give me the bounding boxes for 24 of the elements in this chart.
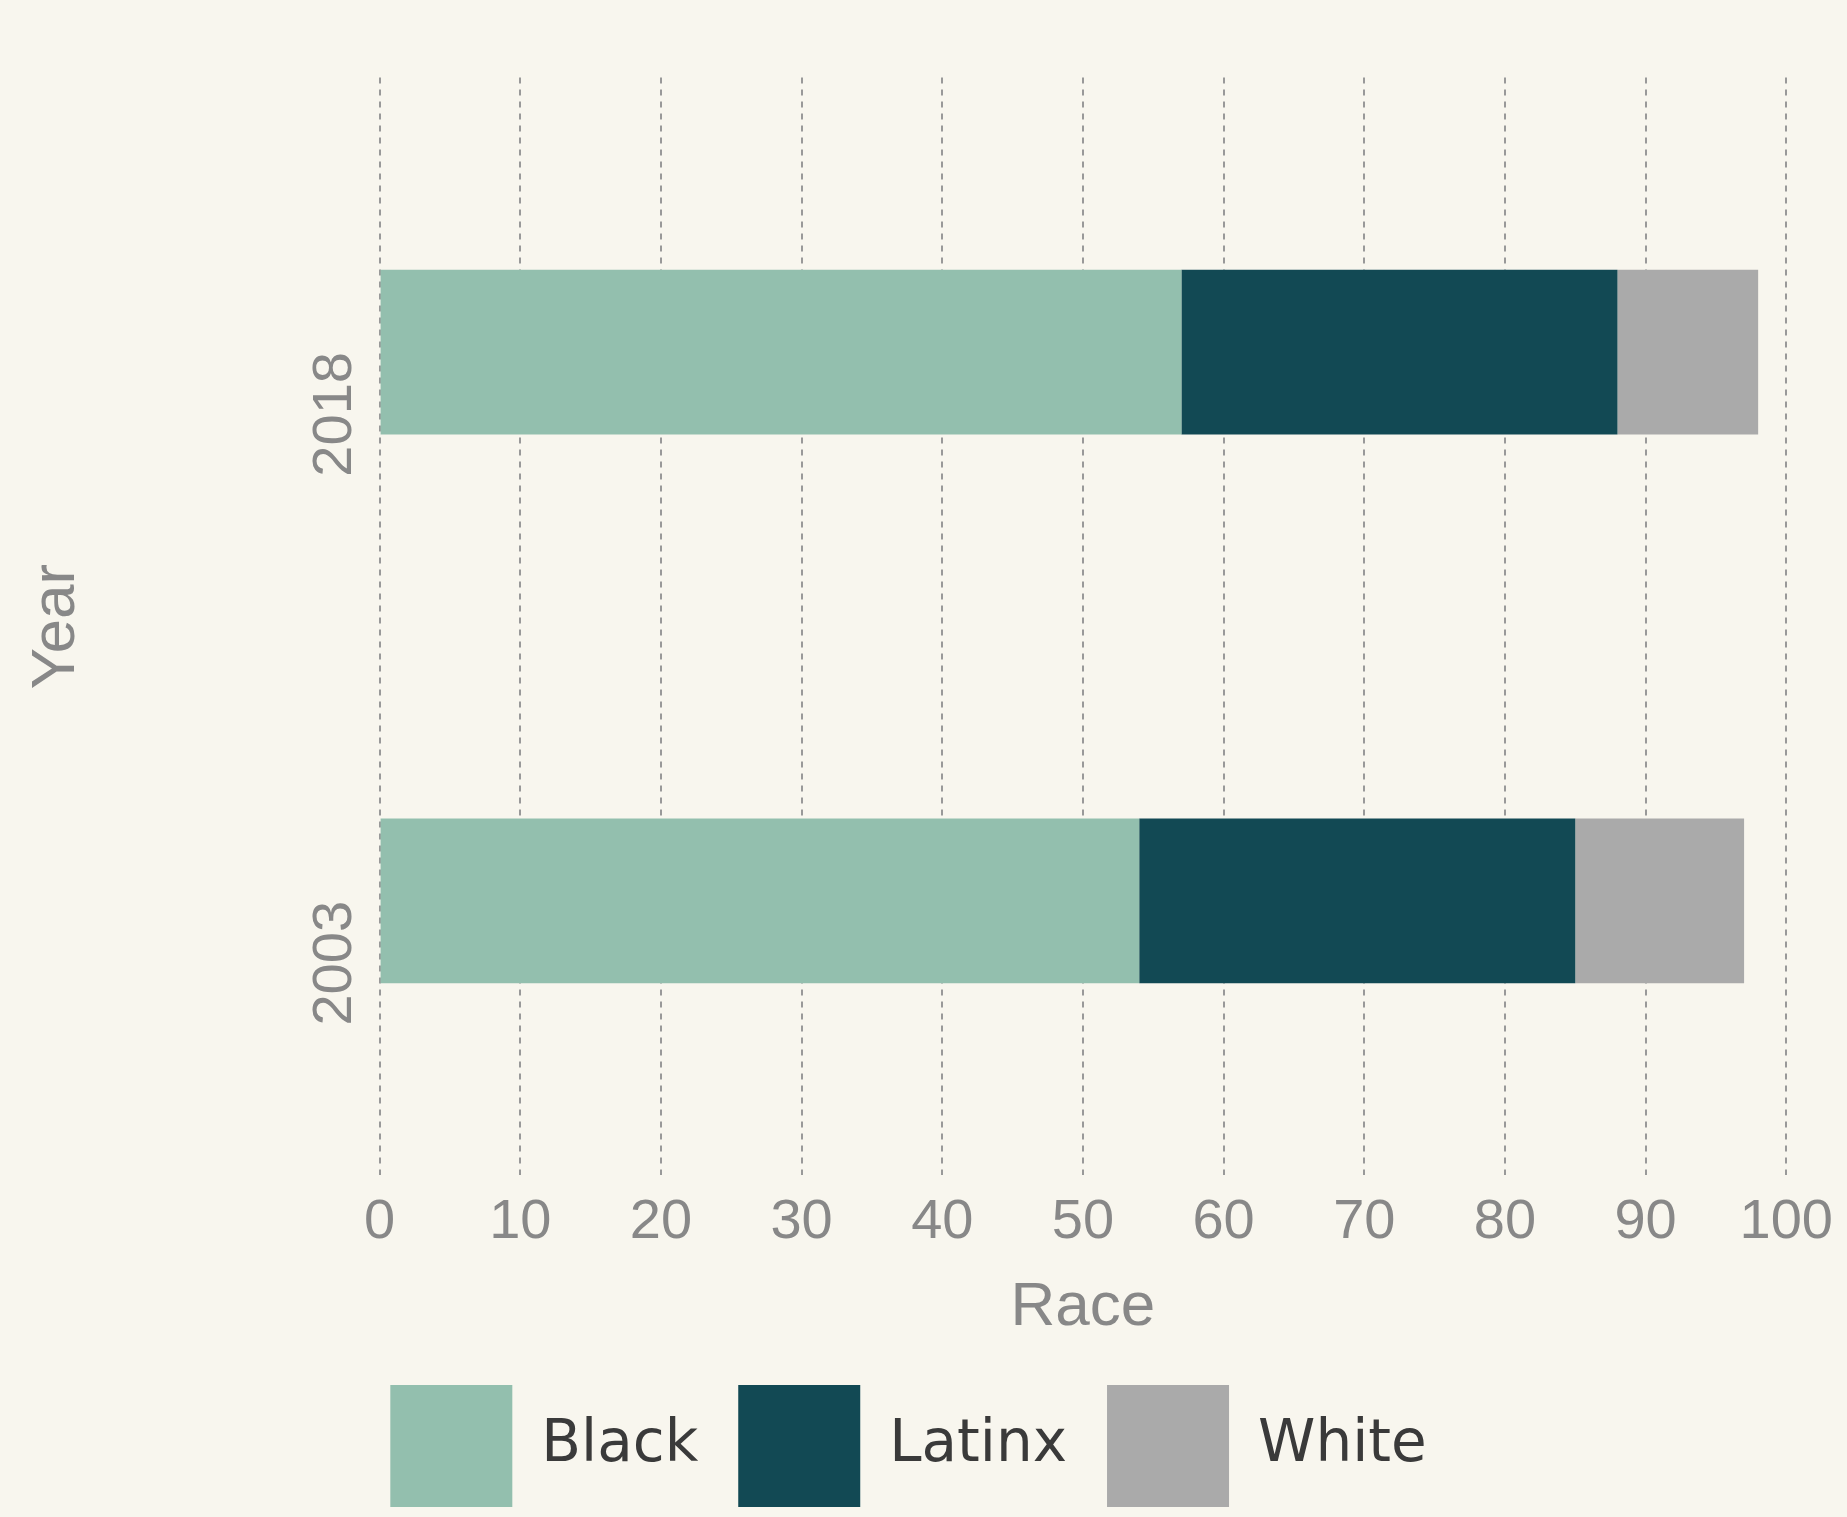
legend-label: Latinx bbox=[889, 1407, 1068, 1476]
legend-label: Black bbox=[541, 1407, 699, 1476]
bar bbox=[1139, 818, 1576, 984]
bar bbox=[1181, 269, 1618, 435]
bar bbox=[380, 818, 1140, 984]
x-tick-label: 20 bbox=[629, 1187, 693, 1251]
x-tick-label: 80 bbox=[1473, 1187, 1537, 1251]
x-tick-label: 10 bbox=[489, 1187, 552, 1251]
x-axis-title: Race bbox=[1010, 1268, 1156, 1338]
legend-label: White bbox=[1258, 1407, 1427, 1476]
x-tick-label: 60 bbox=[1192, 1187, 1255, 1251]
bar bbox=[1617, 269, 1759, 435]
y-tick-label: 2018 bbox=[300, 352, 364, 477]
y-axis-title: Year bbox=[18, 563, 88, 690]
x-tick-label: 40 bbox=[911, 1187, 974, 1251]
bar bbox=[1575, 818, 1745, 984]
x-tick-label: 70 bbox=[1333, 1187, 1396, 1251]
bar bbox=[380, 269, 1182, 435]
x-tick-label: 0 bbox=[364, 1187, 396, 1251]
x-tick-label: 90 bbox=[1614, 1187, 1677, 1251]
x-tick-label: 100 bbox=[1739, 1187, 1833, 1251]
x-tick-label: 30 bbox=[770, 1187, 833, 1251]
x-tick-label: 50 bbox=[1051, 1187, 1115, 1251]
y-tick-label: 2003 bbox=[300, 900, 364, 1026]
